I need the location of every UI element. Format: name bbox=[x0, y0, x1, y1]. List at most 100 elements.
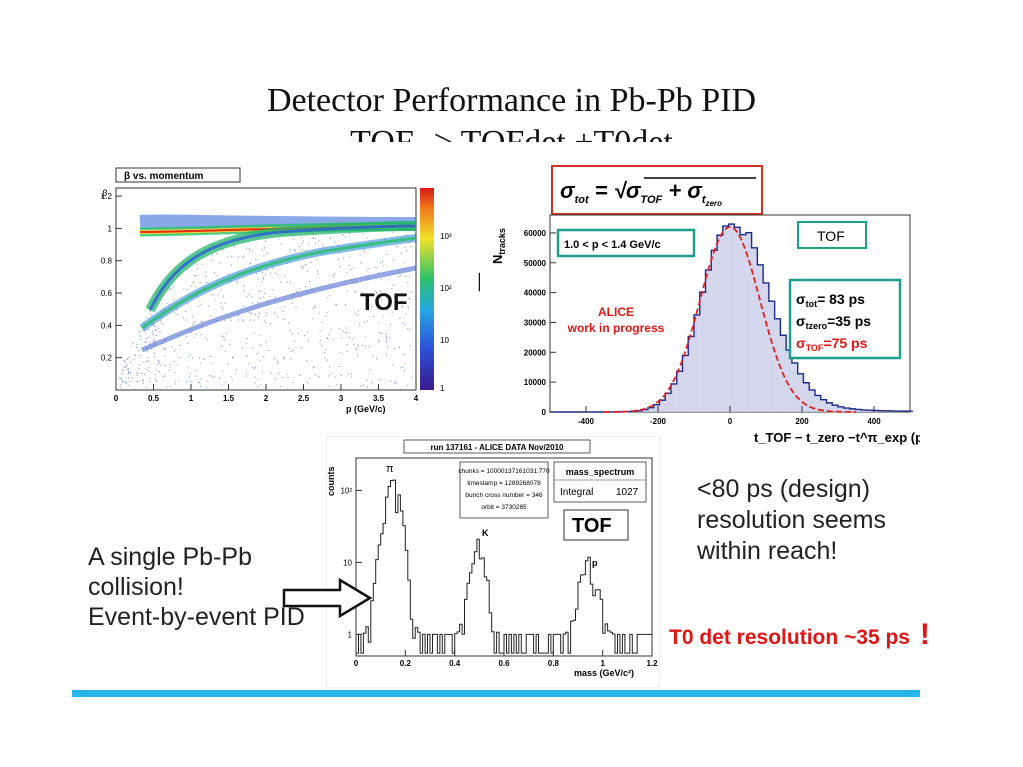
histogram-bin bbox=[861, 409, 867, 412]
beta-ytick-label: 1 bbox=[108, 224, 113, 233]
t0-resolution-note: T0 det resolution ~35 ps ! bbox=[669, 618, 930, 652]
histogram-bin bbox=[682, 355, 689, 412]
mass-xtick-label: 0.4 bbox=[449, 659, 461, 668]
histogram-bin bbox=[763, 282, 769, 412]
histogram-bin bbox=[872, 410, 879, 412]
colorscale-tick-label: 10² bbox=[440, 284, 452, 293]
beta-xtick-label: 4 bbox=[414, 394, 419, 403]
momentum-range-label: 1.0 < p < 1.4 GeV/c bbox=[564, 239, 661, 251]
histogram-bin bbox=[711, 250, 718, 412]
histogram-bin bbox=[734, 227, 741, 412]
histogram-bin bbox=[659, 400, 666, 412]
hist-xtick-label: -400 bbox=[578, 417, 595, 426]
colorscale-tick-label: 10 bbox=[440, 336, 449, 345]
histogram-bin bbox=[809, 389, 815, 412]
hist-ytick-label: 60000 bbox=[524, 229, 547, 238]
beta-momentum-plot: β vs. momentum TOF 1 10 10² 10³ β 0.2 0.4 0.6… bbox=[80, 160, 460, 425]
histogram-bin bbox=[694, 314, 700, 412]
exclamation-mark: ! bbox=[919, 618, 930, 651]
stat-value: 1027 bbox=[616, 487, 639, 498]
svg-text:σtot= 83 ps: σtot= 83 ps bbox=[796, 291, 865, 309]
mass-xtick-label: 1 bbox=[600, 659, 605, 668]
left-line-1: A single Pb-Pb bbox=[88, 543, 252, 571]
histogram-bin bbox=[751, 247, 758, 412]
right-line-3: within reach! bbox=[697, 537, 838, 565]
accent-bar bbox=[72, 690, 920, 697]
svg-text:σtot = √σTOF + σtzero: σtot = √σTOF + σtzero bbox=[560, 178, 722, 208]
histogram-bin bbox=[774, 318, 781, 412]
hist-ytick-label: 50000 bbox=[524, 259, 547, 268]
histogram-bin bbox=[849, 408, 856, 412]
beta-xtick-label: 3.5 bbox=[373, 394, 385, 403]
histogram-bin bbox=[855, 409, 862, 412]
resolution-box bbox=[788, 278, 902, 360]
histogram-bin bbox=[843, 408, 850, 412]
run-info-line: timestamp = 1289268078 bbox=[467, 480, 541, 487]
beta-ytick-label: 0.2 bbox=[101, 354, 113, 363]
histogram-bin bbox=[768, 301, 775, 412]
histogram-bin bbox=[642, 409, 648, 412]
histogram-bin bbox=[832, 405, 838, 412]
beta-plot-title: β vs. momentum bbox=[124, 171, 204, 182]
run-info-line: orbit = 3730265 bbox=[481, 504, 527, 511]
histogram-bin bbox=[866, 410, 873, 412]
run-info-box bbox=[459, 461, 549, 519]
beta-xtick-label: 2.5 bbox=[298, 394, 310, 403]
left-description: A single Pb-Pb collision! Event-by-event… bbox=[88, 542, 305, 632]
work-in-progress-label: work in progress bbox=[567, 321, 665, 335]
right-line-2: resolution seems bbox=[697, 506, 886, 534]
beta-xtick-label: 3 bbox=[339, 394, 344, 403]
histogram-bin bbox=[803, 382, 810, 412]
kaon-peak-label: K bbox=[482, 528, 489, 538]
gaussian-fit-curve bbox=[604, 225, 856, 413]
histogram-bin bbox=[814, 395, 821, 412]
histogram-bin bbox=[699, 292, 706, 412]
hist-ytick-label: 10000 bbox=[524, 378, 547, 387]
mass-xtick-label: 0 bbox=[354, 659, 359, 668]
histogram-bin bbox=[820, 399, 827, 412]
counts-axis-label: counts bbox=[326, 466, 336, 496]
hist-xtick-label: -200 bbox=[650, 417, 667, 426]
beta-ytick-label: 0.8 bbox=[101, 257, 113, 266]
histogram-bin bbox=[838, 406, 844, 412]
hist-ytick-label: 30000 bbox=[524, 318, 547, 327]
hist-xtick-label: 0 bbox=[728, 417, 733, 426]
colorscale-tick-label: 1 bbox=[440, 384, 445, 393]
svg-text:σTOF=75 ps: σTOF=75 ps bbox=[796, 335, 868, 353]
histogram-bin bbox=[676, 371, 683, 412]
beta-ytick-label: 1.2 bbox=[101, 192, 113, 201]
tof-tag: TOF bbox=[817, 228, 845, 244]
histogram-bin bbox=[728, 224, 735, 412]
mass-xtick-label: 0.8 bbox=[548, 659, 560, 668]
mass-histogram bbox=[356, 479, 652, 654]
histogram-bin bbox=[786, 350, 792, 412]
tof-time-histogram: σtot = √σTOF + σtzero 0 10000 20000 30000 40… bbox=[480, 160, 935, 460]
beta-xtick-label: 0.5 bbox=[148, 394, 160, 403]
right-description: <80 ps (design) resolution seems within … bbox=[697, 474, 886, 567]
colorscale-tick-label: 10³ bbox=[440, 232, 452, 241]
hist-ytick-label: 40000 bbox=[524, 289, 547, 298]
ntracks-axis-label: Ntracks bbox=[490, 228, 507, 264]
beta-ytick-label: 0.6 bbox=[101, 289, 113, 298]
run-info-line: bunch cross number = 346 bbox=[465, 492, 543, 499]
histogram-bin bbox=[670, 383, 677, 412]
stat-box bbox=[553, 461, 647, 503]
histogram-bin bbox=[705, 270, 712, 412]
beta-xtick-label: 1.5 bbox=[223, 394, 235, 403]
mass-xtick-label: 1.2 bbox=[646, 659, 658, 668]
mass-xtick-label: 0.6 bbox=[498, 659, 510, 668]
histogram-bin bbox=[826, 402, 833, 412]
histogram-bin bbox=[722, 226, 729, 412]
histogram-bin bbox=[717, 235, 723, 412]
beta-xtick-label: 0 bbox=[114, 394, 119, 403]
mass-axis-label: mass (GeV/c²) bbox=[574, 668, 634, 678]
left-line-2: collision! bbox=[88, 573, 184, 601]
mass-ytick-label: 10² bbox=[340, 486, 352, 495]
svg-text:σtzero=35 ps: σtzero=35 ps bbox=[796, 313, 871, 331]
beta-xtick-label: 2 bbox=[264, 394, 269, 403]
histogram-bin bbox=[647, 407, 654, 412]
histogram-bin bbox=[688, 336, 694, 412]
stat-name: mass_spectrum bbox=[566, 467, 635, 477]
histogram-bin bbox=[791, 362, 798, 412]
